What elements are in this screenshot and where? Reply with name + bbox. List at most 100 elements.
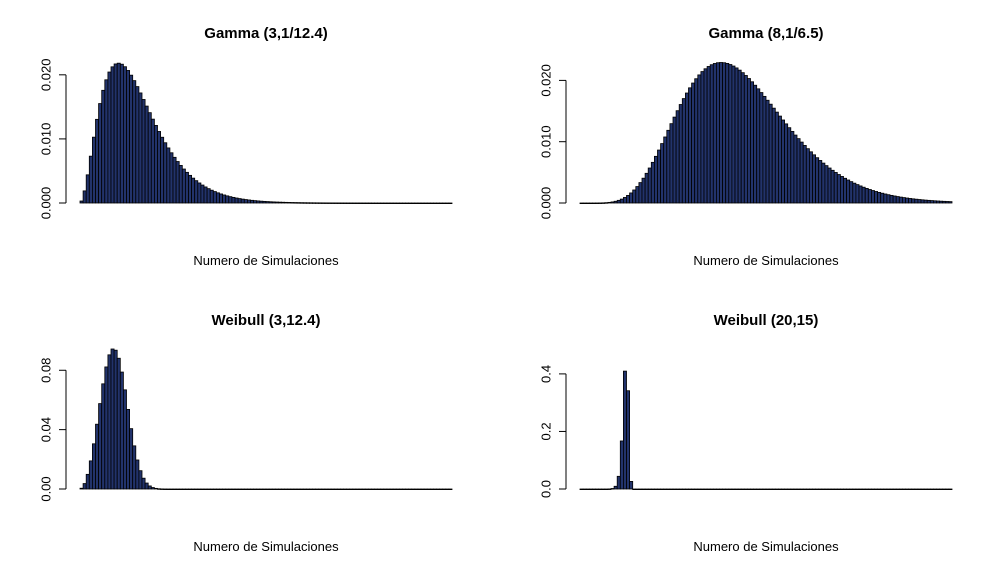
histogram-bar [734, 67, 739, 204]
x-axis-label: Numero de Simulaciones [693, 253, 839, 268]
histogram-bar [678, 104, 683, 204]
histogram-bar [849, 488, 854, 491]
histogram-bar [660, 488, 665, 491]
histogram-bar [153, 487, 158, 490]
histogram-bar [709, 488, 714, 491]
histogram-bar [939, 200, 944, 204]
chart-title: Weibull (20,15) [714, 312, 819, 329]
histogram-bar [172, 156, 177, 204]
histogram-bar [352, 202, 357, 204]
histogram-bar [358, 202, 363, 204]
histogram-bar [796, 488, 801, 491]
histogram-bar [694, 78, 699, 204]
histogram-bar [936, 488, 940, 491]
histogram-bar [867, 488, 872, 491]
histogram-bar [132, 80, 137, 204]
histogram-bar [79, 200, 84, 204]
histogram-bar [716, 488, 720, 491]
histogram-bar [104, 79, 109, 204]
histogram-bar [336, 488, 341, 491]
histogram-bar [731, 65, 736, 204]
histogram-bar [219, 193, 223, 204]
histogram-bar [237, 198, 242, 204]
histogram-bar [343, 488, 347, 491]
histogram-bar [324, 202, 329, 204]
histogram-bar [95, 118, 99, 204]
histogram-bar [945, 201, 950, 204]
histogram-bar [246, 488, 251, 491]
histogram-bar [327, 488, 332, 491]
histogram-bar [613, 485, 618, 490]
histogram-bar [616, 199, 621, 204]
histogram-bar [725, 63, 730, 204]
histogram-bar [163, 142, 168, 204]
histogram-bar [712, 488, 717, 491]
histogram-bar [194, 488, 199, 491]
histogram-bar [818, 160, 823, 204]
histogram-bar [299, 488, 304, 491]
histogram-bar [815, 488, 820, 491]
histogram-bar [287, 488, 292, 491]
histogram-bar [836, 174, 841, 204]
histogram-bar [883, 193, 888, 204]
histogram-bar [629, 192, 634, 204]
histogram-bar [380, 202, 385, 204]
histogram-bar [613, 200, 618, 204]
histogram-bar [675, 110, 680, 204]
histogram-bar [855, 488, 860, 491]
histogram-bar [318, 202, 323, 204]
histogram-bar [439, 202, 444, 205]
histogram-bar [790, 131, 795, 204]
histogram-bar [846, 179, 851, 204]
histogram-bar [169, 152, 174, 204]
histogram-bar [787, 488, 792, 491]
y-tick-label: 0.0 [539, 480, 554, 498]
histogram-bar [234, 197, 239, 204]
histogram-bar [253, 200, 258, 204]
histogram-bar [169, 488, 174, 491]
histogram-bar [352, 488, 357, 491]
histogram-bar [920, 488, 925, 491]
histogram-bar [796, 138, 801, 204]
histogram-bar [259, 200, 264, 204]
y-tick-label: 0.000 [39, 187, 54, 220]
histogram-bar [604, 488, 609, 490]
histogram-bar [663, 488, 668, 491]
histogram-bar [445, 202, 450, 205]
histogram-bar [641, 177, 646, 204]
histogram-bar [429, 488, 434, 491]
histogram-bar [678, 488, 683, 491]
histogram-bar [784, 488, 789, 491]
histogram-bar [181, 488, 186, 491]
histogram-bar [383, 202, 388, 204]
histogram-bar [141, 477, 146, 490]
histogram-bar [892, 488, 897, 491]
histogram-bar [666, 488, 671, 491]
histogram-bar [330, 488, 335, 491]
histogram-bar [116, 62, 121, 204]
x-axis-label: Numero de Simulaciones [193, 253, 339, 268]
histogram-bar [644, 488, 649, 491]
x-axis-label: Numero de Simulaciones [693, 539, 839, 554]
histogram-bar [647, 488, 652, 491]
histogram-bar [293, 488, 298, 491]
histogram-bar [694, 488, 699, 491]
histogram-bar [178, 165, 183, 204]
histogram-bar [448, 202, 453, 205]
histogram-bar [206, 188, 211, 204]
histogram-bar [762, 95, 767, 204]
histogram-bar [948, 201, 953, 204]
histogram-bar [601, 488, 606, 491]
histogram-bar [874, 488, 878, 491]
histogram-bar [150, 118, 155, 204]
histogram-bar [281, 201, 285, 204]
histogram-bar [588, 488, 593, 491]
histogram-bar [880, 488, 885, 491]
histogram-bar [172, 488, 177, 491]
histogram-bar [929, 488, 934, 491]
histogram-bar [864, 187, 869, 204]
histogram-bar [429, 202, 434, 205]
histogram-bar [194, 180, 199, 204]
histogram-bar [914, 198, 919, 204]
histogram-bar [206, 488, 211, 491]
